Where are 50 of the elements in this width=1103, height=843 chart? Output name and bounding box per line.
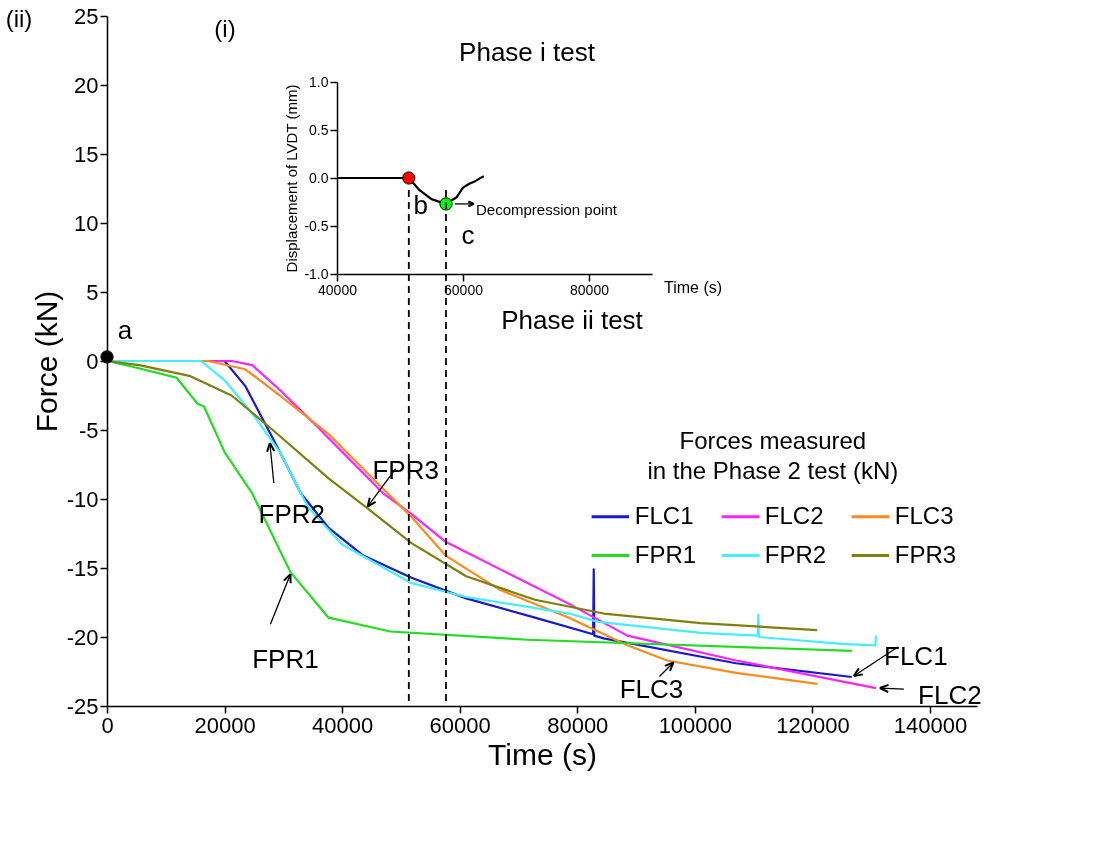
legend-label: FLC3: [894, 501, 954, 529]
annotation: c: [461, 219, 475, 250]
legend-label: FPR3: [894, 540, 957, 568]
annotation: (i): [214, 15, 236, 42]
legend-title: Forces measured in the Phase 2 test (kN): [647, 427, 899, 484]
y-tick-label: 1.0: [309, 73, 329, 90]
x-tick-label: 80000: [547, 712, 609, 738]
annotation: FLC1: [884, 641, 948, 672]
annotation: FPR1: [252, 644, 319, 675]
y-tick-label: 0.0: [309, 169, 329, 186]
x-tick-label: 40000: [312, 712, 374, 738]
x-tick-label: 60000: [429, 712, 491, 738]
annotation: FLC3: [619, 674, 684, 705]
text: (ii): [5, 5, 33, 32]
y-tick-label: 0.5: [309, 121, 329, 138]
annotation: Phase ii test: [501, 305, 644, 335]
annotation: FLC2: [918, 680, 982, 711]
x-tick-label: 20000: [194, 712, 256, 738]
y-axis-title: Force (kN): [29, 290, 63, 433]
annotation: FPR3: [372, 454, 439, 485]
x-axis-title: Time (s): [488, 737, 597, 771]
y-axis-title: Displacement of LVDT (mm): [283, 84, 301, 273]
legend-label: FLC2: [764, 501, 824, 529]
x-tick-label: 120000: [776, 712, 850, 738]
y-tick-label: -25: [66, 693, 99, 719]
y-tick-label: -5: [78, 417, 99, 443]
y-tick-label: 0: [86, 348, 99, 374]
y-tick-label: -10: [66, 486, 99, 512]
x-tick-label: 140000: [893, 712, 968, 738]
annotation: Decompression point: [475, 200, 618, 218]
y-tick-label: -20: [66, 624, 99, 650]
legend-label: FPR1: [634, 540, 697, 568]
legend-label: FLC1: [634, 501, 694, 529]
x-axis-title: Time (s): [664, 279, 723, 296]
y-tick-label: 25: [74, 3, 99, 29]
annotation: a: [117, 314, 133, 345]
y-tick-label: 20: [74, 72, 99, 98]
y-tick-label: -15: [66, 555, 99, 581]
annotation: b: [413, 190, 429, 220]
x-tick-label: 80000: [570, 281, 610, 298]
annotation: Phase i test: [459, 37, 596, 67]
legend-label: FPR2: [764, 540, 827, 568]
y-tick-label: 15: [74, 141, 99, 167]
y-tick-label: -1.0: [304, 265, 329, 282]
x-tick-label: 40000: [318, 281, 358, 298]
y-tick-label: 5: [86, 279, 99, 305]
x-tick-label: 100000: [658, 712, 733, 738]
y-tick-label: -0.5: [304, 217, 329, 234]
y-tick-label: 10: [74, 210, 99, 236]
x-tick-label: 60000: [444, 281, 484, 298]
